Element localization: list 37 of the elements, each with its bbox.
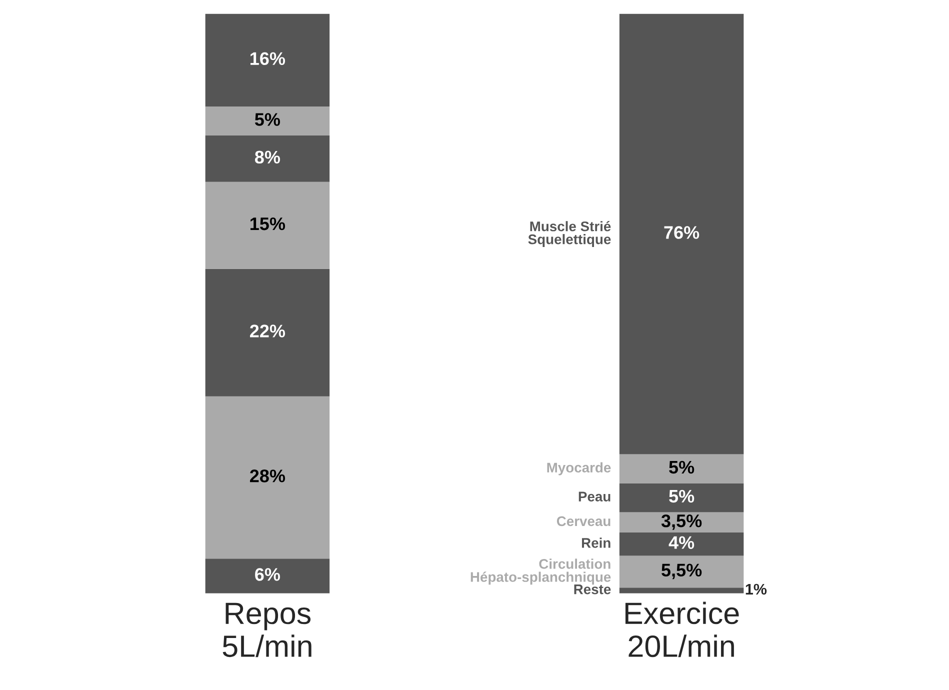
bar	[619, 588, 744, 594]
x-tick-label: Exercice 20L/min	[625, 602, 739, 658]
data-label: 15%	[250, 217, 286, 230]
bar	[619, 512, 744, 533]
x-tick-label: Repos 5L/min	[222, 602, 312, 658]
bar	[619, 14, 744, 454]
bar	[205, 136, 330, 182]
data-label: 1%	[746, 584, 767, 595]
data-label: 5%	[669, 460, 694, 474]
bar	[619, 483, 744, 512]
data-label: 6%	[255, 568, 280, 581]
data-label: 8%	[254, 150, 280, 164]
data-label: 28%	[250, 470, 286, 482]
data-label: 3,5%	[661, 514, 702, 530]
data-label: 22%	[250, 324, 286, 338]
data-label: 16%	[250, 52, 286, 66]
bar	[205, 396, 330, 559]
bar	[205, 182, 330, 269]
bar	[205, 106, 330, 136]
data-label: 5%	[254, 113, 280, 126]
data-label: 4%	[668, 536, 694, 549]
data-label: 76%	[664, 226, 700, 239]
bar	[205, 268, 330, 396]
series-label: Myocarde	[547, 462, 611, 476]
series-label: Circulation Hépato-splanchnique	[470, 558, 611, 585]
bar	[205, 558, 330, 594]
bar	[619, 532, 744, 556]
bar	[205, 14, 330, 107]
series-label: Muscle Strié Squelettique	[528, 220, 611, 247]
series-label: Reste	[574, 584, 611, 594]
series-label: Peau	[578, 492, 610, 502]
data-label: 5%	[669, 490, 694, 503]
data-label: 5,5%	[662, 564, 702, 580]
bar	[619, 454, 744, 484]
series-label: Rein	[582, 538, 610, 548]
series-label: Cerveau	[556, 516, 610, 526]
bar	[619, 556, 744, 588]
